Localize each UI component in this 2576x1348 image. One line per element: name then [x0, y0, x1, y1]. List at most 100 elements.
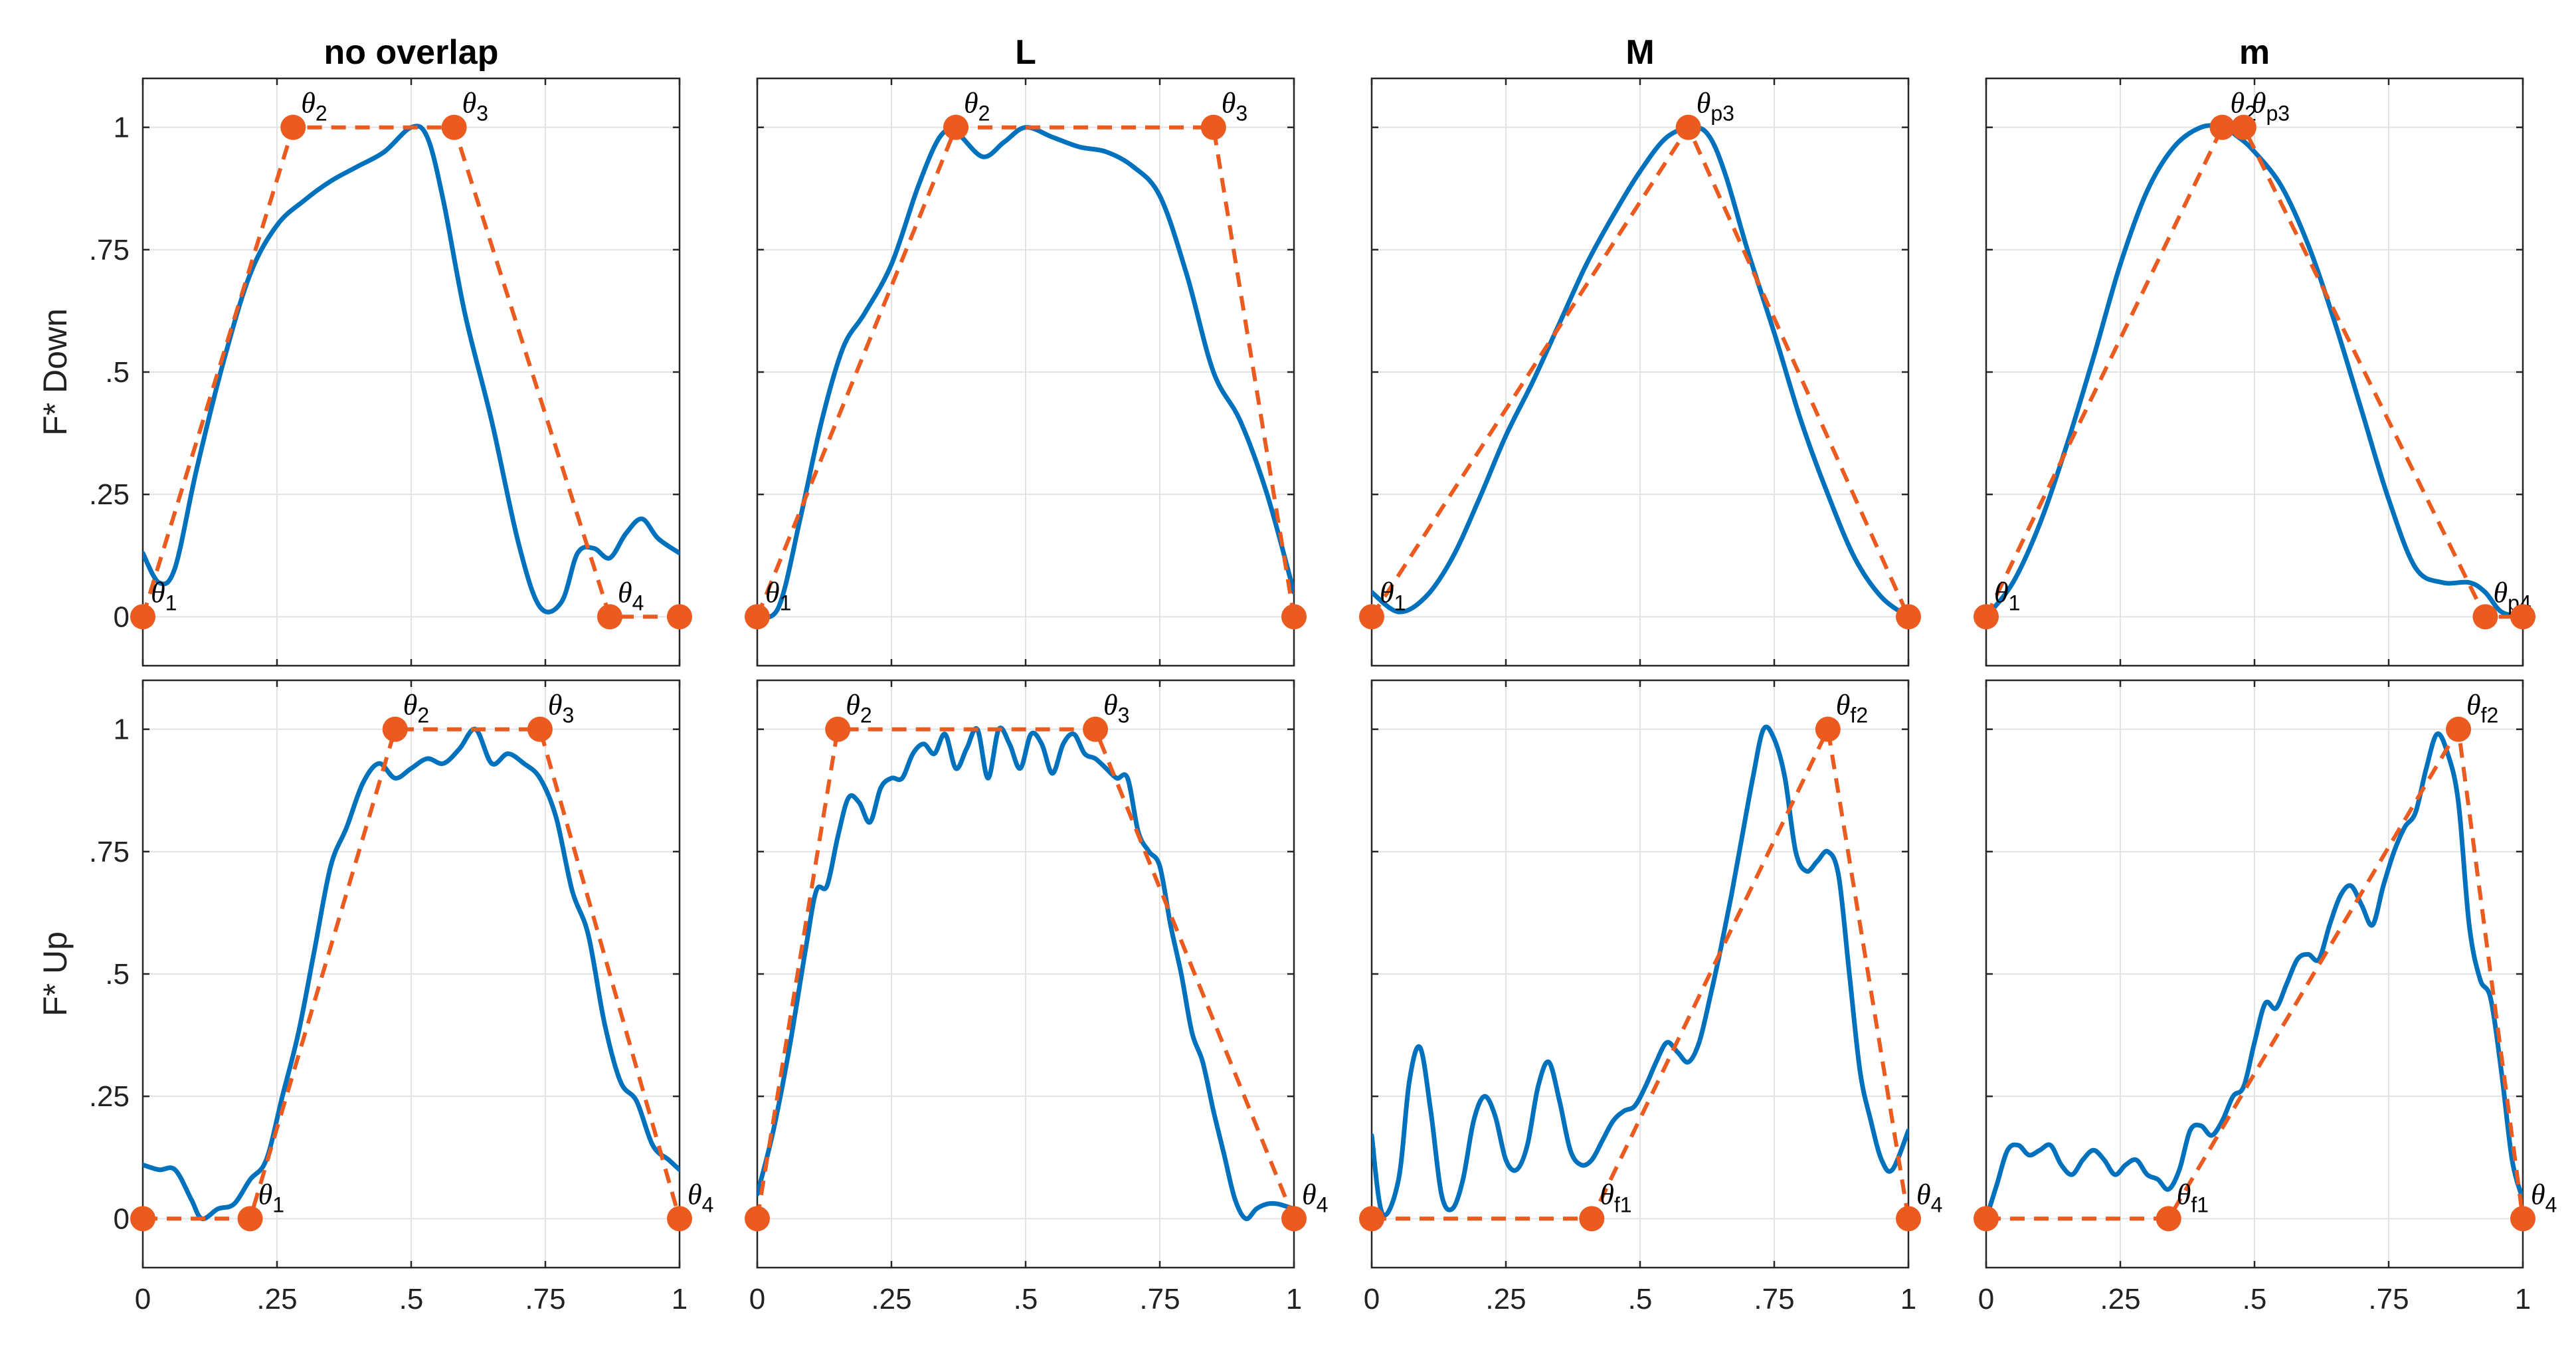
marker-subscript: 1 [780, 591, 792, 615]
template-marker [2446, 716, 2472, 742]
template-line [1986, 723, 2525, 1221]
x-tick-label: .75 [2368, 1283, 2409, 1315]
template-marker [667, 1206, 692, 1232]
template-marker [527, 716, 553, 742]
template-marker [2209, 114, 2235, 140]
y-tick-label: .25 [89, 478, 130, 511]
response-curve [1372, 724, 1908, 1218]
marker-subscript: 1 [1394, 591, 1406, 615]
response-curve [757, 725, 1294, 1222]
marker-subscript: 4 [702, 1193, 714, 1216]
x-tick-label: .5 [1628, 1283, 1653, 1315]
x-tick-label: 0 [749, 1283, 765, 1315]
x-tick-label: 0 [1364, 1283, 1380, 1315]
marker-subscript: f1 [2191, 1193, 2209, 1216]
panel-grid: 0 .25 .5 .75 1 no overlap F* Down θ1 θ2 θ3 θ4 Lθ1 θ2… [37, 33, 2557, 1315]
template-marker [1083, 716, 1109, 742]
marker-subscript: 4 [632, 591, 644, 615]
template-marker [1896, 604, 1921, 630]
marker-label: θ1 [1994, 576, 2020, 615]
marker-subscript: 2 [316, 102, 327, 126]
x-tick-label: .5 [2243, 1283, 2267, 1315]
y-tick-label: 0 [114, 1203, 130, 1235]
template-marker [2510, 604, 2535, 630]
marker-subscript: 3 [1118, 704, 1130, 727]
marker-subscript: f1 [1614, 1193, 1632, 1216]
template-marker [280, 114, 306, 140]
response-curve [143, 727, 680, 1222]
marker-subscript: 3 [1236, 102, 1247, 126]
marker-subscript: 1 [272, 1193, 284, 1216]
template-marker [2156, 1206, 2181, 1232]
template-marker [1815, 716, 1841, 742]
marker-label: θp3 [2252, 87, 2290, 126]
marker-label: θ3 [462, 87, 488, 126]
panel-title: m [2239, 33, 2270, 72]
y-tick-label: .75 [89, 836, 130, 868]
template-line [1984, 125, 2523, 619]
y-tick-label: .5 [105, 958, 130, 991]
marker-label: θ1 [1380, 576, 1406, 615]
y-tick-label: 0 [114, 601, 130, 633]
template-marker [2510, 1206, 2535, 1232]
marker-subscript: 3 [476, 102, 488, 126]
panel-title: M [1625, 33, 1654, 72]
x-tick-label: .25 [2100, 1283, 2140, 1315]
response-curve [1986, 123, 2523, 619]
template-line [1372, 722, 1910, 1221]
response-curve [757, 125, 1294, 620]
x-tick-label: .75 [525, 1283, 565, 1315]
x-tick-label: .75 [1754, 1283, 1794, 1315]
template-marker [1281, 604, 1307, 630]
marker-label: θ4 [688, 1178, 713, 1216]
response-curve [1986, 731, 2523, 1221]
y-tick-label: .25 [89, 1080, 130, 1113]
marker-label: θ2 [846, 689, 872, 727]
template-marker [1200, 114, 1226, 140]
template-marker [1359, 604, 1384, 630]
marker-subscript: 4 [2545, 1193, 2557, 1216]
x-tick-label: .5 [1014, 1283, 1038, 1315]
template-line [755, 727, 1296, 1220]
marker-subscript: 2 [417, 704, 429, 727]
template-marker [382, 716, 408, 742]
template-marker [943, 114, 968, 140]
template-marker [1896, 1206, 1921, 1232]
x-tick-label: .25 [256, 1283, 297, 1315]
y-axis-label: F* Up [37, 931, 74, 1016]
template-marker [2472, 604, 2498, 630]
x-tick-label: .25 [1485, 1283, 1526, 1315]
y-tick-label: .5 [105, 356, 130, 389]
template-marker [1579, 1206, 1605, 1232]
x-tick-label: .75 [1139, 1283, 1180, 1315]
response-curve [1372, 125, 1908, 619]
y-tick-label: 1 [114, 112, 130, 144]
marker-label: θ3 [548, 689, 574, 727]
y-axis-label: F* Down [37, 308, 74, 436]
marker-subscript: 1 [2009, 591, 2021, 615]
marker-subscript: 3 [563, 704, 575, 727]
marker-subscript: 2 [860, 704, 872, 727]
template-marker [1675, 114, 1701, 140]
x-tick-label: .5 [399, 1283, 424, 1315]
template-marker [1359, 1206, 1384, 1232]
x-tick-label: .25 [871, 1283, 911, 1315]
panel-title: L [1015, 33, 1036, 72]
template-marker [745, 604, 770, 630]
x-tick-label: 0 [135, 1283, 151, 1315]
template-marker [441, 114, 467, 140]
template-marker [130, 604, 155, 630]
template-marker [597, 604, 622, 630]
template-marker [130, 1206, 155, 1232]
marker-label: θ4 [2531, 1178, 2557, 1216]
